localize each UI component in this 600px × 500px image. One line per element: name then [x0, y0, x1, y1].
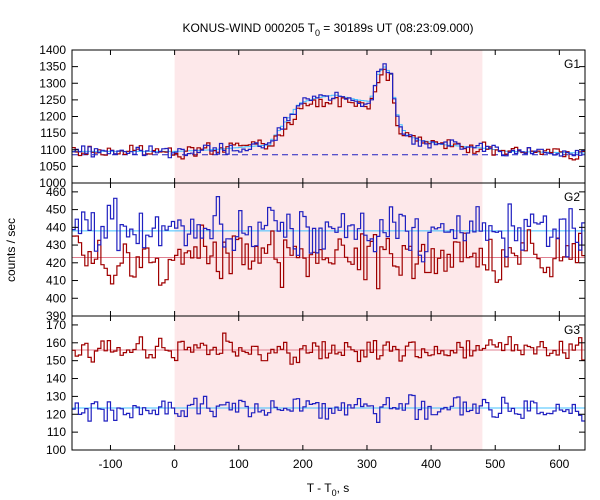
y-tick-label: 420 — [46, 256, 66, 270]
chart-title: KONUS-WIND 000205 T0 = 30189s UT (08:23:… — [182, 21, 473, 38]
chart-title-suffix: = 30189s UT (08:23:09.000) — [320, 21, 474, 35]
y-tick-label: 1400 — [39, 43, 66, 57]
panel-label-g1: G1 — [564, 57, 580, 71]
shaded-interval — [174, 316, 483, 450]
x-tick-label: 0 — [171, 457, 178, 471]
x-tick-label: 600 — [549, 457, 569, 471]
y-tick-label: 1250 — [39, 93, 66, 107]
panel-g2: 390 400 410 420 430 440 450 460 G2 — [46, 182, 586, 323]
series-blue-g2 — [72, 196, 585, 263]
y-tick-label: 430 — [46, 238, 66, 252]
y-tick-label: 1350 — [39, 60, 66, 74]
y-tick-label: 440 — [46, 220, 66, 234]
y-tick-label: 410 — [46, 274, 66, 288]
y-tick-label: 460 — [46, 185, 66, 199]
y-tick-label: 390 — [46, 309, 66, 323]
x-tick-label: 100 — [229, 457, 249, 471]
shaded-interval — [174, 183, 483, 316]
x-axis-title-prefix: T - T — [307, 481, 333, 495]
series-red-g2 — [72, 224, 585, 290]
shaded-interval — [174, 50, 483, 183]
y-tick-label: 110 — [47, 425, 66, 439]
x-tick-label: -100 — [98, 457, 122, 471]
chart-title-prefix: KONUS-WIND 000205 T — [182, 21, 315, 35]
series-group — [72, 196, 585, 290]
y-tick-label: 150 — [46, 354, 66, 368]
chart-title-subscript: 0 — [315, 28, 320, 38]
series-blue-g3 — [72, 394, 585, 423]
x-tick-label: 200 — [293, 457, 313, 471]
y-tick-label: 170 — [46, 318, 66, 332]
panel-label-g2: G2 — [564, 190, 580, 204]
series-group — [72, 332, 585, 423]
panel-g1: 1000 1050 1100 1150 1200 1250 1300 1350 1400 G1 — [39, 43, 586, 190]
y-tick-label: 140 — [46, 372, 66, 386]
y-tick-label: 160 — [46, 336, 66, 350]
panel-g3: 100 110 120 130 140 150 160 170 G3 — [46, 315, 586, 457]
x-tick-label: 500 — [485, 457, 505, 471]
x-tick-label: 400 — [421, 457, 441, 471]
y-tick-label: 1150 — [40, 126, 66, 140]
panel-label-g3: G3 — [564, 323, 580, 337]
y-tick-label: 130 — [46, 389, 66, 403]
series-group — [72, 63, 585, 161]
y-tick-label: 400 — [46, 291, 66, 305]
x-axis-title-subscript: 0 — [332, 488, 337, 498]
y-tick-label: 1050 — [39, 159, 66, 173]
y-tick-label: 1000 — [39, 176, 66, 190]
y-tick-label: 450 — [46, 203, 66, 217]
y-tick-label: 100 — [46, 443, 66, 457]
x-axis-title-suffix: , s — [337, 481, 350, 495]
y-tick-label: 1300 — [39, 76, 66, 90]
y-axis-title: counts / sec — [4, 218, 18, 282]
y-tick-label: 1200 — [39, 110, 66, 124]
series-red-g3 — [72, 332, 585, 365]
x-axis-title: T - T0, s — [307, 481, 350, 498]
panel-frame — [71, 315, 586, 451]
series-blue-g1 — [72, 63, 585, 159]
y-tick-label: 1100 — [40, 143, 66, 157]
x-tick-label: 300 — [357, 457, 377, 471]
y-tick-label: 120 — [46, 407, 66, 421]
panels-layer: 100010501100115012001250130013501400G139… — [39, 43, 586, 471]
